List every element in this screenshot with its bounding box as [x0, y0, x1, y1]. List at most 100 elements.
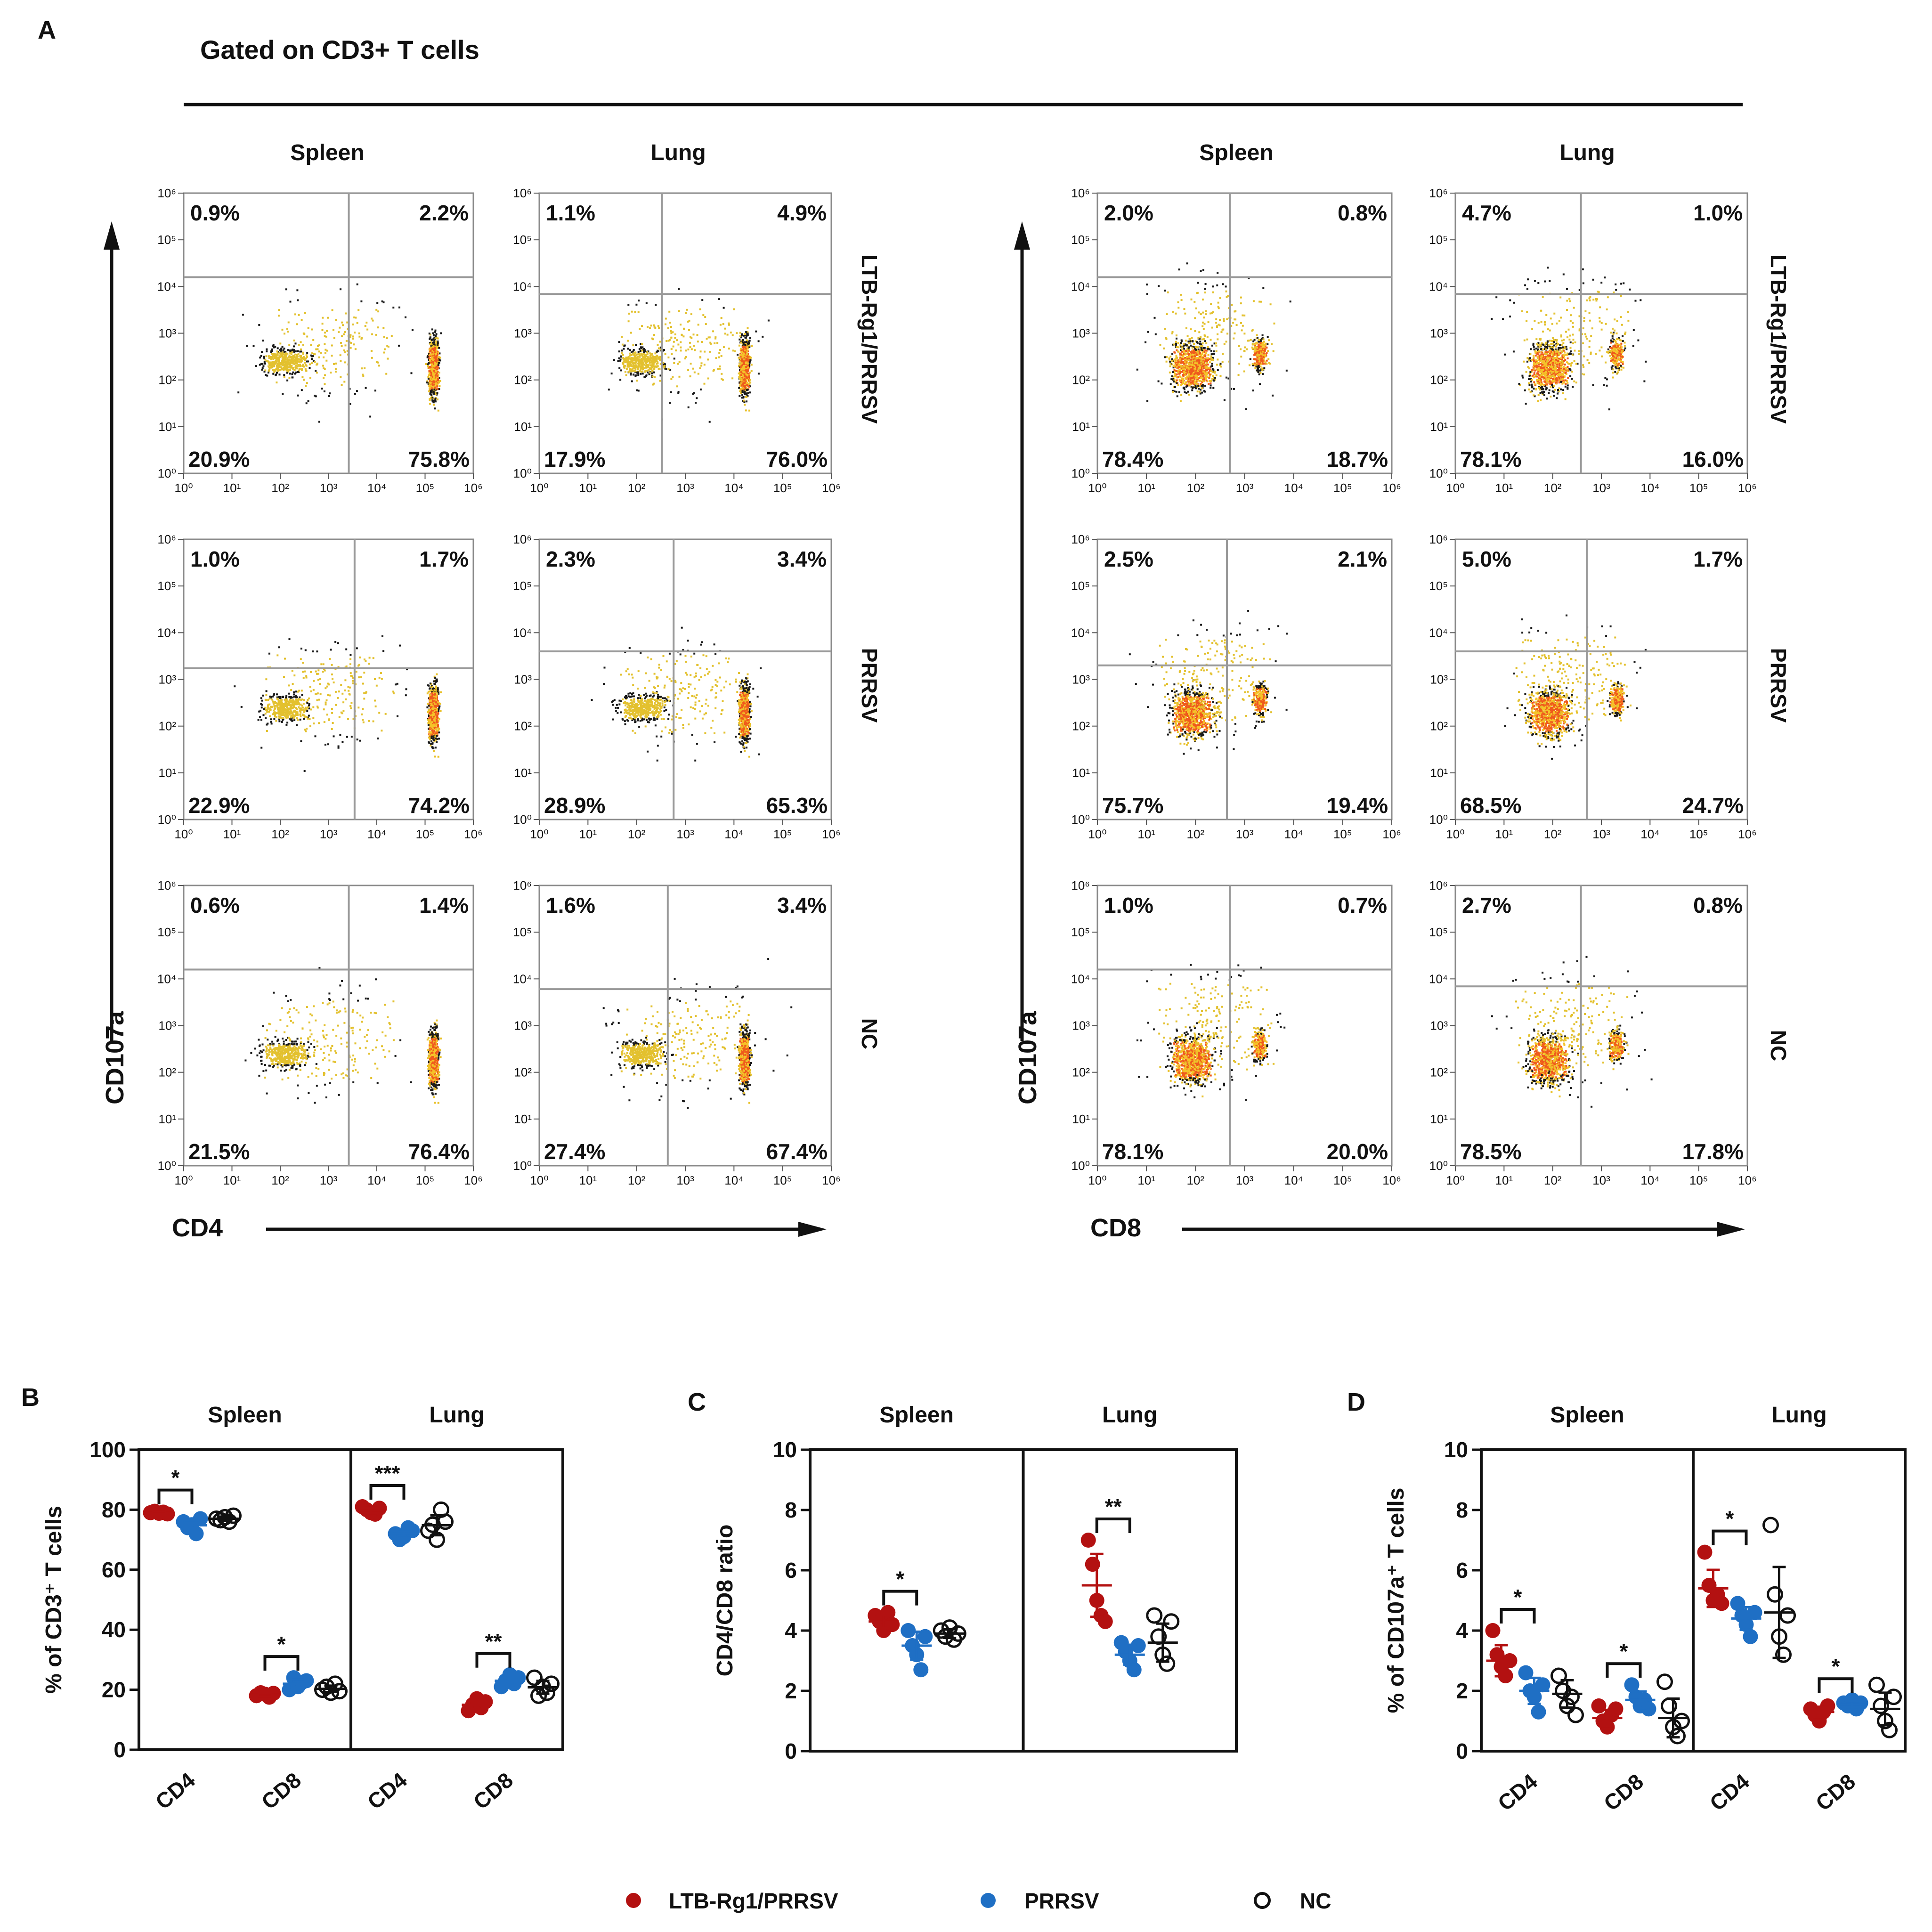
event-dot [297, 371, 299, 373]
event-dot [352, 1009, 354, 1011]
event-dot [287, 712, 289, 714]
event-dot [276, 1057, 278, 1059]
event-dot [301, 1027, 303, 1029]
event-dot [342, 998, 344, 1000]
event-dot [361, 714, 363, 715]
event-dot [372, 320, 374, 322]
event-dot [330, 1047, 332, 1049]
event-dot [281, 354, 283, 356]
event-dot [307, 699, 308, 701]
event-dot [308, 1041, 309, 1043]
event-dot [276, 1030, 277, 1032]
event-dot [747, 346, 748, 348]
event-dot [368, 1053, 370, 1055]
event-dot [325, 349, 326, 351]
event-dot [328, 719, 330, 721]
event-dot [293, 1064, 295, 1066]
event-dot [293, 369, 295, 371]
event-dot [433, 1071, 435, 1072]
event-dot [440, 1038, 442, 1039]
event-dot [434, 1063, 436, 1065]
event-dot [306, 382, 308, 384]
event-dot [743, 382, 745, 383]
event-dot [378, 712, 380, 714]
event-dot [744, 349, 746, 351]
event-dot [309, 367, 311, 369]
event-dot [259, 1045, 260, 1047]
event-dot [303, 1043, 305, 1045]
event-dot [435, 1093, 437, 1095]
event-dot [331, 1045, 333, 1047]
event-dot [739, 345, 740, 347]
event-dot [301, 694, 303, 696]
event-dot [273, 718, 275, 720]
event-dot [291, 373, 293, 375]
event-dot [440, 710, 442, 712]
x-tick-label: 10⁴ [367, 1173, 386, 1187]
event-dot [301, 369, 303, 371]
event-dot [367, 998, 369, 999]
event-dot [436, 1023, 438, 1025]
event-dot [290, 999, 292, 1001]
event-dot [427, 365, 429, 367]
event-dot [427, 692, 429, 694]
event-dot [327, 694, 329, 696]
event-dot [290, 301, 292, 303]
event-dot [298, 353, 300, 355]
event-dot [436, 680, 438, 682]
event-dot [434, 722, 436, 723]
y-tick-label: 10¹ [158, 420, 176, 434]
event-dot [317, 699, 318, 701]
x-tick-label: 10⁴ [367, 827, 386, 841]
event-dot [436, 1062, 438, 1064]
event-dot [291, 701, 292, 703]
event-dot [299, 1065, 301, 1067]
event-dot [275, 1057, 276, 1059]
event-dot [324, 383, 326, 385]
event-dot [275, 720, 277, 722]
event-dot [302, 707, 304, 709]
event-dot [359, 1047, 361, 1049]
event-dot [379, 677, 381, 679]
event-dot [339, 327, 341, 329]
event-dot [284, 658, 286, 660]
event-dot [618, 350, 620, 352]
event-dot [285, 724, 287, 726]
event-dot [266, 1053, 268, 1055]
event-dot [751, 364, 753, 365]
event-dot [304, 1054, 306, 1055]
event-dot [329, 658, 331, 660]
event-dot [295, 695, 297, 697]
event-dot [268, 363, 270, 365]
event-dot [325, 744, 326, 746]
event-dot [335, 363, 337, 365]
event-dot [345, 313, 347, 315]
event-dot [315, 735, 317, 737]
event-dot [432, 698, 434, 699]
event-dot [281, 721, 283, 723]
event-dot [429, 700, 430, 702]
event-dot [298, 703, 300, 705]
event-dot [355, 1069, 357, 1071]
event-dot [324, 368, 326, 370]
event-dot [263, 357, 265, 359]
x-tick-label: 10³ [320, 481, 338, 495]
event-dot [433, 1045, 435, 1047]
event-dot [267, 710, 268, 712]
event-dot [331, 664, 333, 666]
event-dot [371, 357, 373, 359]
event-dot [300, 1057, 302, 1059]
event-dot [438, 364, 439, 366]
row-label-a-2: PRRSV [857, 648, 882, 723]
y-tick-label: 10⁴ [157, 279, 176, 293]
event-dot [292, 670, 293, 672]
event-dot [745, 396, 747, 398]
event-dot [641, 346, 643, 348]
event-dot [261, 1051, 263, 1053]
event-dot [434, 387, 436, 389]
event-dot [346, 1032, 348, 1034]
event-dot [282, 351, 284, 353]
event-dot [430, 1070, 432, 1072]
event-dot [280, 705, 282, 706]
event-dot [359, 740, 361, 742]
